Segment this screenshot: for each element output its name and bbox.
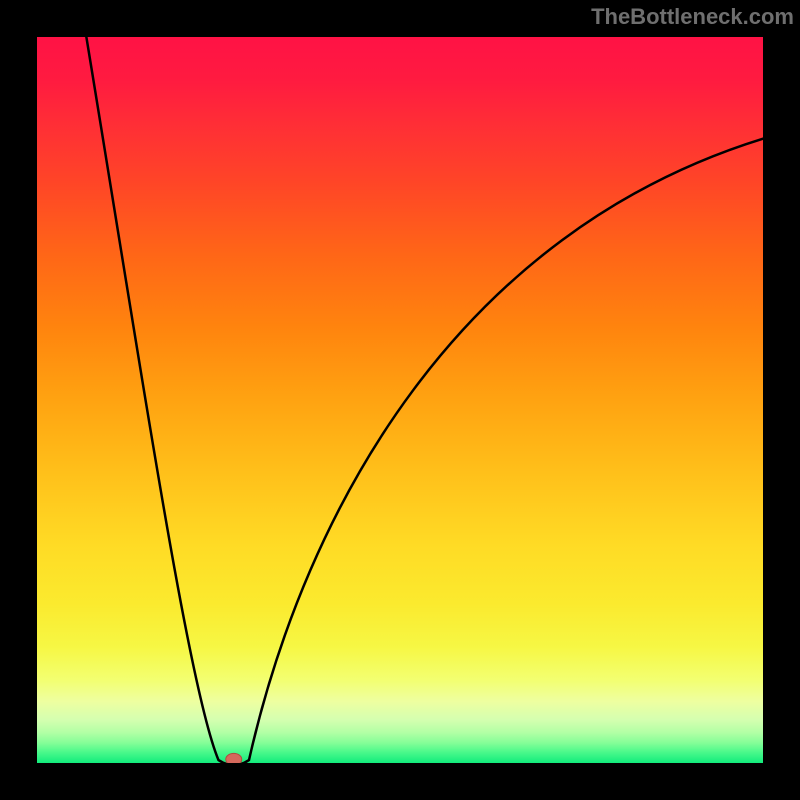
plot-area <box>37 37 763 763</box>
figure-container: TheBottleneck.com <box>0 0 800 800</box>
watermark-label: TheBottleneck.com <box>591 4 794 30</box>
plot-svg <box>37 37 763 763</box>
minimum-marker <box>226 753 242 763</box>
